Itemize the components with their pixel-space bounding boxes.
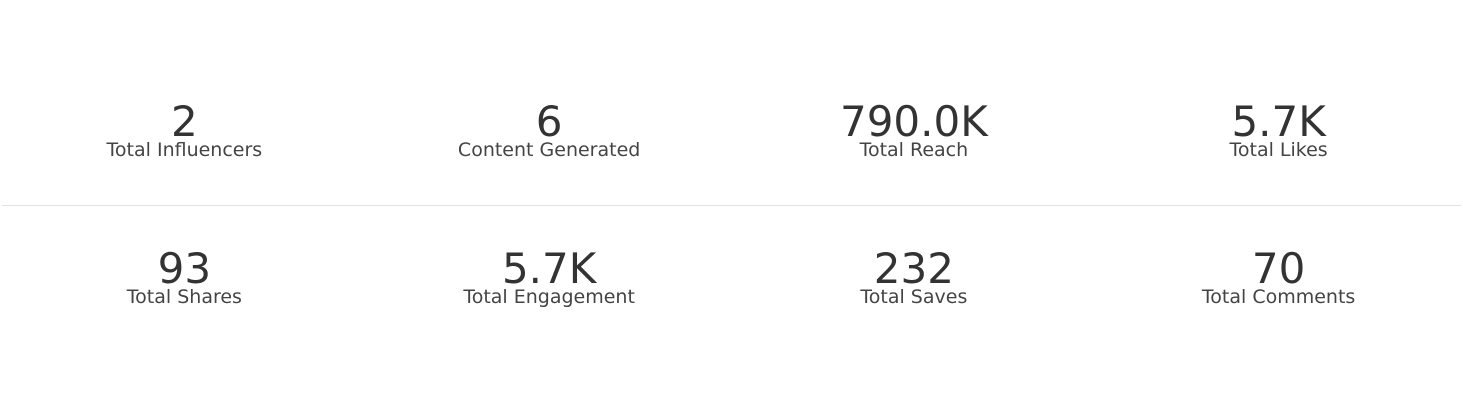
stat-value: 6 [535,97,563,146]
stat-card: 70 Total Comments [1096,243,1461,343]
stat-value: 93 [157,244,212,293]
stat-card: 5.7K Total Engagement [367,243,732,343]
stat-value: 790.0K [839,97,988,146]
stat-card: 232 Total Saves [732,243,1097,343]
stat-label: Total Saves [860,286,968,308]
stat-card: 2 Total Influencers [2,96,367,196]
stat-value: 5.7K [1231,97,1326,146]
stat-card: 790.0K Total Reach [732,96,1097,196]
stat-card: 93 Total Shares [2,243,367,343]
stat-label: Total Comments [1201,286,1356,308]
stats-row: 2 Total Influencers 6 Content Generated 790.… [2,96,1461,196]
stat-label: Total Shares [126,286,242,308]
stat-value: 70 [1251,244,1306,293]
stat-card: 6 Content Generated [367,96,732,196]
stat-label: Content Generated [457,139,641,161]
stat-value: 232 [873,244,954,293]
stat-label: Total Reach [859,139,969,161]
divider [2,205,1461,206]
stat-value: 5.7K [501,244,597,293]
stat-card: 5.7K Total Likes [1096,96,1461,196]
stat-value: 2 [171,97,198,146]
stat-label: Total Likes [1229,139,1328,161]
stats-row: 93 Total Shares 5.7K Total Engagement 232 Tot… [2,243,1461,343]
stat-label: Total Engagement [463,286,635,308]
stat-label: Total Influencers [106,139,263,161]
